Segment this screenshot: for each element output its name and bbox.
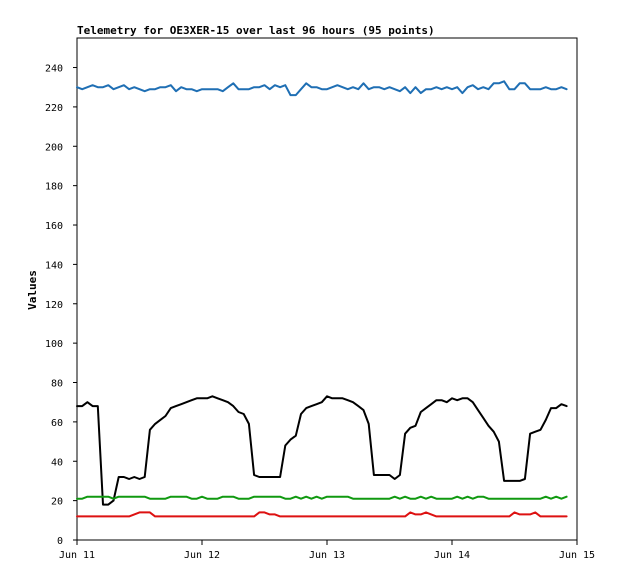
y-tick-label: 180 (45, 182, 63, 193)
x-tick-label: Jun 14 (434, 550, 470, 561)
y-tick-label: 220 (45, 103, 63, 114)
y-tick-label: 20 (51, 497, 63, 508)
plot-frame (76, 37, 578, 541)
series-layer (76, 80, 568, 518)
y-tick-label: 160 (45, 221, 63, 232)
chart-title: Telemetry for OE3XER-15 over last 96 hou… (77, 24, 435, 37)
x-tick-label: Jun 12 (184, 550, 220, 561)
series-line-1 (76, 80, 568, 97)
x-tick-label: Jun 13 (309, 550, 345, 561)
y-axis-label: Values (26, 270, 39, 310)
y-tick-label: 240 (45, 64, 63, 75)
series-line-4 (76, 511, 568, 518)
y-tick-label: 140 (45, 260, 63, 271)
y-tick-label: 100 (45, 339, 63, 350)
y-tick-label: 80 (51, 379, 63, 390)
series-line-3 (76, 495, 568, 500)
x-tick-label: Jun 15 (559, 550, 595, 561)
x-axis: Jun 11 Jun 12 Jun 13 Jun 14 Jun 15 (59, 540, 595, 561)
x-tick-label: Jun 11 (59, 550, 95, 561)
y-tick-label: 200 (45, 142, 63, 153)
series-line-2 (76, 395, 568, 506)
y-tick-label: 40 (51, 457, 63, 468)
y-axis: 0 20 40 60 80 100 120 140 160 180 200 220 240 (45, 64, 77, 547)
y-tick-label: 0 (57, 536, 63, 547)
y-tick-label: 60 (51, 418, 63, 429)
y-tick-label: 120 (45, 300, 63, 311)
